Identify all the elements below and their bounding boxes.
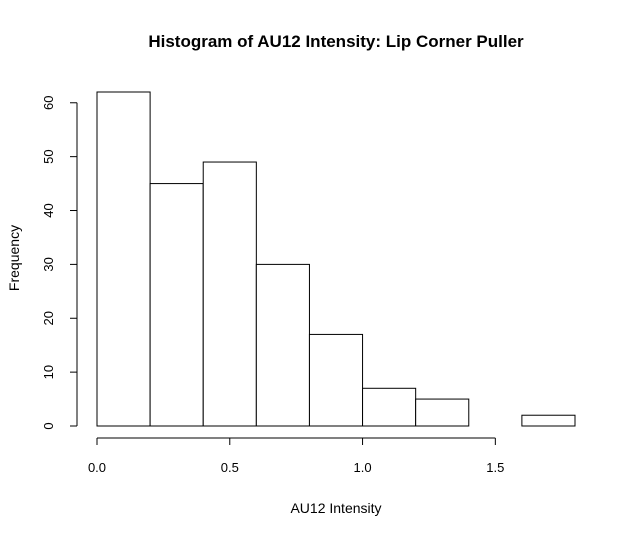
x-tick-label-1: 0.5 — [221, 460, 239, 475]
histogram-bar-4 — [308, 333, 364, 427]
x-axis: 0.0 0.5 1.0 1.5 — [88, 437, 504, 475]
x-axis-label: AU12 Intensity — [290, 500, 381, 516]
y-axis: 0 10 20 30 40 50 60 — [41, 96, 78, 430]
y-tick-label-4: 40 — [41, 203, 56, 217]
x-tick-label-3: 1.5 — [486, 460, 504, 475]
histogram-bar-0 — [96, 91, 151, 427]
histogram-bar-8 — [521, 414, 576, 427]
y-tick-label-6: 60 — [41, 96, 56, 110]
y-tick-label-2: 20 — [41, 311, 56, 325]
y-axis-label: Frequency — [6, 225, 22, 291]
chart-title: Histogram of AU12 Intensity: Lip Corner … — [148, 32, 524, 51]
histogram-bar-5 — [362, 387, 417, 427]
histogram-bar-2 — [202, 161, 257, 427]
x-tick-label-0: 0.0 — [88, 460, 106, 475]
y-tick-label-1: 10 — [41, 365, 56, 379]
histogram-bar-6 — [415, 398, 470, 427]
bars-group — [96, 91, 576, 427]
y-tick-label-0: 0 — [41, 422, 56, 429]
x-tick-label-2: 1.0 — [354, 460, 372, 475]
histogram-bar-3 — [255, 263, 310, 427]
y-tick-label-3: 30 — [41, 257, 56, 271]
histogram-bar-1 — [149, 183, 204, 427]
y-tick-label-5: 50 — [41, 149, 56, 163]
